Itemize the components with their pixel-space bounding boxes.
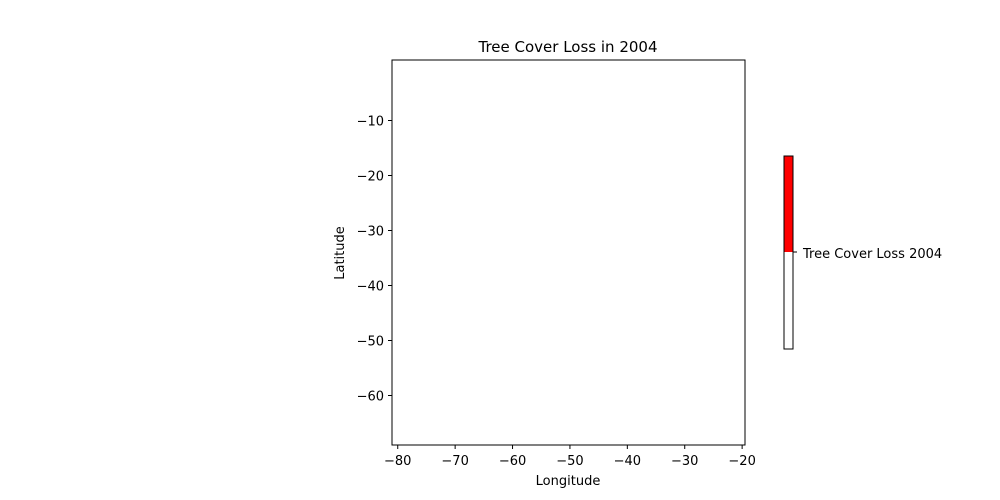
- x-tick-label: −60: [499, 454, 526, 469]
- x-tick-label: −70: [441, 454, 468, 469]
- x-tick-label: −50: [556, 454, 583, 469]
- x-tick-label: −20: [728, 454, 755, 469]
- y-tick-label: −20: [357, 170, 384, 185]
- y-tick-label: −40: [357, 280, 384, 295]
- y-tick-label: −50: [357, 335, 384, 350]
- colorbar-low-segment: [784, 252, 793, 349]
- y-tick-label: −30: [357, 225, 384, 240]
- y-tick-label: −10: [357, 115, 384, 130]
- x-axis-label: Longitude: [536, 474, 601, 489]
- y-axis-label: Latitude: [333, 226, 348, 280]
- x-tick-label: −80: [384, 454, 411, 469]
- colorbar-high-segment: [784, 156, 793, 252]
- plot-area: [391, 59, 746, 446]
- map-title: Tree Cover Loss in 2004: [478, 38, 658, 56]
- colorbar: Tree Cover Loss 2004: [783, 155, 942, 350]
- y-tick-label: −60: [357, 390, 384, 405]
- y-axis: −10 −20 −30 −40 −50 −60: [357, 115, 392, 405]
- x-tick-label: −30: [671, 454, 698, 469]
- colorbar-label: Tree Cover Loss 2004: [802, 247, 942, 262]
- x-axis: −80 −70 −60 −50 −40 −30 −20: [384, 445, 756, 469]
- x-tick-label: −40: [614, 454, 641, 469]
